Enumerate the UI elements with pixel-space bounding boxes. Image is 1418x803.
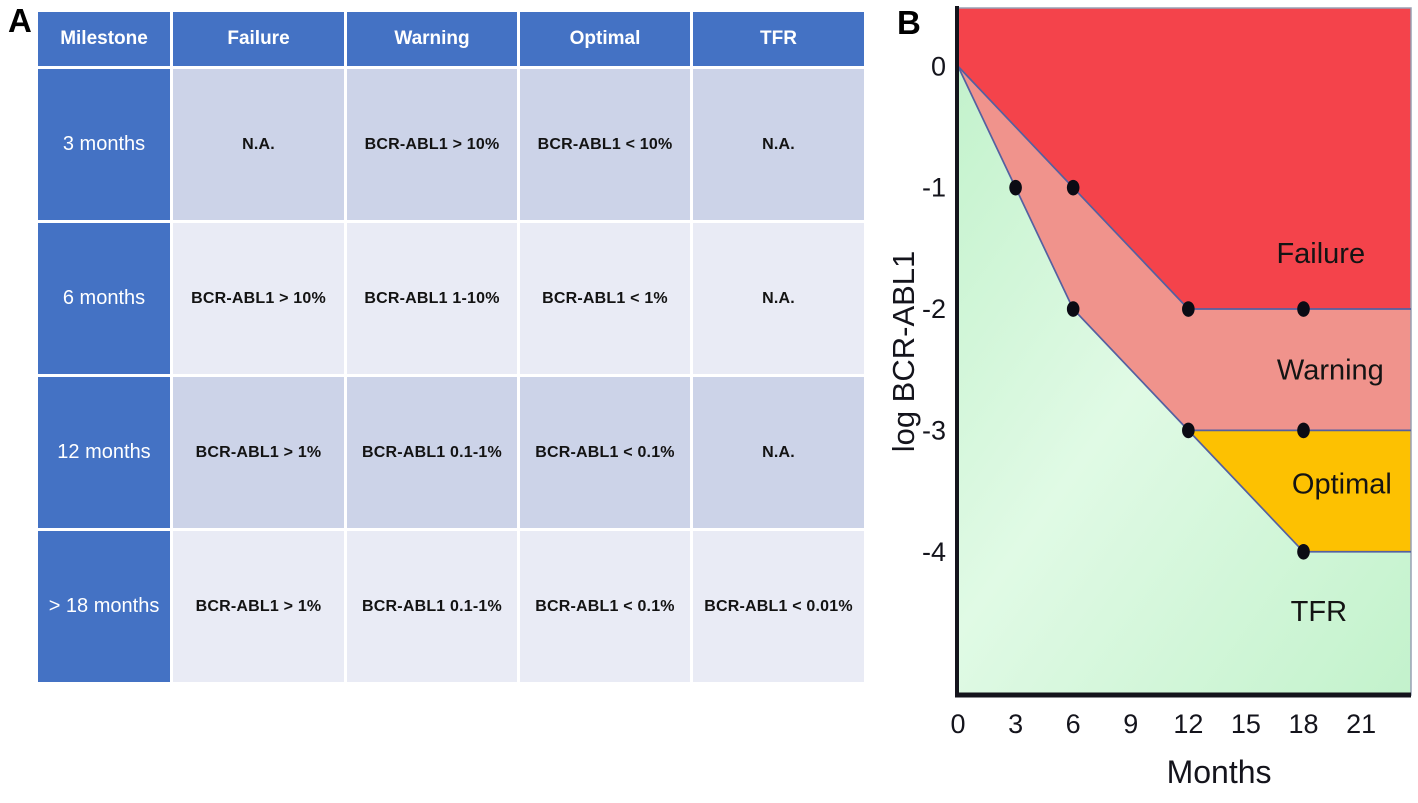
table-cell: N.A. — [173, 69, 344, 220]
table-cell: BCR-ABL1 < 1% — [520, 223, 690, 374]
x-tick-label: 15 — [1231, 709, 1261, 739]
region-label-tfr: TFR — [1291, 596, 1347, 628]
panel-b-label: B — [897, 4, 921, 41]
milestone-point — [1182, 301, 1195, 317]
table-cell: BCR-ABL1 > 10% — [347, 69, 517, 220]
tfr-region — [958, 66, 1411, 696]
table-cell: BCR-ABL1 1-10% — [347, 223, 517, 374]
column-header-warning: Warning — [347, 12, 517, 66]
response-chart-panel: Failure Warning Optimal TFR 0 -1 -2 -3 -4 0 3 6 9 12 1… — [886, 0, 1418, 798]
milestone-point — [1297, 301, 1310, 317]
x-tick-label: 21 — [1346, 709, 1376, 739]
panel-a-label: A — [8, 2, 32, 39]
table-cell: BCR-ABL1 < 0.1% — [520, 377, 690, 528]
x-tick-label: 6 — [1066, 709, 1081, 739]
x-tick-label: 12 — [1173, 709, 1203, 739]
table-cell: BCR-ABL1 < 0.01% — [693, 531, 864, 682]
milestone-point — [1182, 422, 1195, 439]
table-cell: N.A. — [693, 223, 864, 374]
table-cell: BCR-ABL1 < 10% — [520, 69, 690, 220]
milestone-response-table: Milestone Failure Warning Optimal TFR 3 month… — [38, 12, 864, 688]
milestone-cell: 6 months — [38, 223, 170, 374]
table-cell: BCR-ABL1 < 0.1% — [520, 531, 690, 682]
milestone-cell: > 18 months — [38, 531, 170, 682]
x-axis-title: Months — [1167, 754, 1272, 790]
table-cell: BCR-ABL1 > 1% — [173, 377, 344, 528]
milestone-cell: 3 months — [38, 69, 170, 220]
region-label-optimal: Optimal — [1292, 469, 1392, 501]
table-cell: N.A. — [693, 377, 864, 528]
y-tick-label: -1 — [922, 173, 946, 203]
milestone-point — [1297, 543, 1310, 560]
column-header-milestone: Milestone — [38, 12, 170, 66]
table-cell: BCR-ABL1 0.1-1% — [347, 377, 517, 528]
y-axis-title: log BCR-ABL1 — [890, 251, 921, 453]
x-tick-label: 18 — [1288, 709, 1318, 739]
table-cell: BCR-ABL1 > 1% — [173, 531, 344, 682]
y-tick-label: -3 — [922, 415, 946, 445]
milestone-point — [1066, 301, 1080, 317]
column-header-optimal: Optimal — [520, 12, 690, 66]
region-label-failure: Failure — [1276, 238, 1365, 270]
milestone-point — [1009, 179, 1022, 196]
table-cell: N.A. — [693, 69, 864, 220]
milestone-point — [1066, 179, 1080, 196]
x-tick-label: 9 — [1123, 709, 1138, 739]
table-cell: BCR-ABL1 > 10% — [173, 223, 344, 374]
column-header-tfr: TFR — [693, 12, 864, 66]
x-tick-label: 0 — [950, 709, 965, 739]
column-header-failure: Failure — [173, 12, 344, 66]
y-tick-label: -2 — [922, 294, 946, 324]
y-tick-label: -4 — [922, 537, 946, 567]
log-bcr-abl1-chart: Failure Warning Optimal TFR 0 -1 -2 -3 -4 0 3 6 9 12 1… — [886, 6, 1412, 790]
y-tick-label: 0 — [931, 51, 946, 81]
milestone-point — [1297, 422, 1310, 439]
table-cell: BCR-ABL1 0.1-1% — [347, 531, 517, 682]
x-tick-label: 3 — [1008, 709, 1023, 739]
region-label-warning: Warning — [1277, 354, 1384, 386]
milestone-cell: 12 months — [38, 377, 170, 528]
